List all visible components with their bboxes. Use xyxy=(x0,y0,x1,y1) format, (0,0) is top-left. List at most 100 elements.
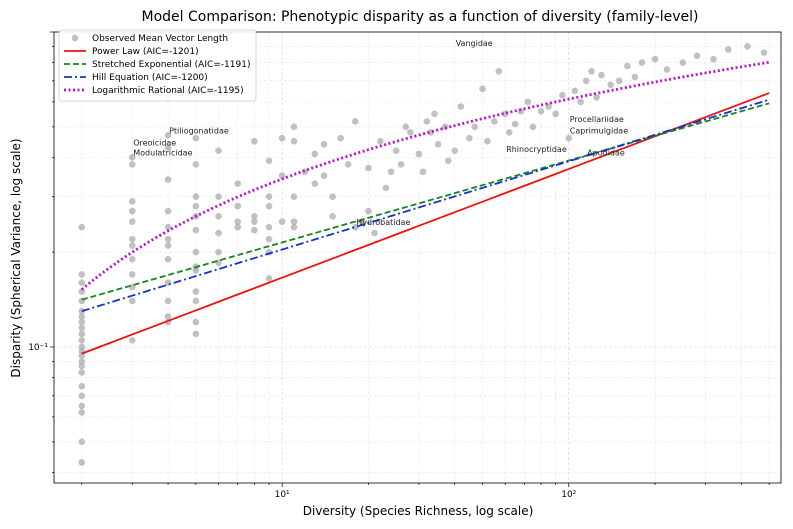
scatter-point xyxy=(78,279,86,286)
scatter-points xyxy=(78,43,768,466)
scatter-point xyxy=(760,49,768,56)
scatter-point xyxy=(311,180,319,187)
scatter-point xyxy=(128,271,136,278)
scatter-point xyxy=(402,123,410,131)
scatter-point xyxy=(128,255,136,263)
legend: Observed Mean Vector Length Power Law (AI… xyxy=(58,29,257,102)
scatter-point xyxy=(593,94,600,101)
scatter-point xyxy=(234,223,242,231)
scatter-point xyxy=(78,383,86,390)
scatter-point xyxy=(466,134,473,142)
scatter-point xyxy=(78,438,86,446)
annotation-label: Ptiliogonatidae xyxy=(169,126,229,135)
scatter-point xyxy=(215,147,222,154)
chart-title: Model Comparison: Phenotypic disparity a… xyxy=(142,9,699,25)
scatter-point xyxy=(192,248,200,256)
scatter-point xyxy=(78,223,86,231)
annotation-label: Caprimulgidae xyxy=(570,126,628,135)
scatter-point xyxy=(78,271,86,278)
scatter-point xyxy=(505,129,513,136)
x-tick-label: 10¹ xyxy=(275,490,290,500)
scatter-point xyxy=(192,161,200,168)
scatter-point xyxy=(419,168,427,176)
scatter-point xyxy=(78,409,86,416)
scatter-point xyxy=(78,330,86,338)
scatter-point xyxy=(582,77,590,85)
scatter-point xyxy=(320,172,328,179)
scatter-point xyxy=(265,157,273,165)
scatter-point xyxy=(278,218,286,225)
scatter-point xyxy=(251,218,258,225)
x-tick-label: 10² xyxy=(561,490,576,500)
scatter-point xyxy=(78,459,86,466)
legend-label-1: Stretched Exponential (AIC=-1191) xyxy=(92,60,250,70)
fit-curve-2 xyxy=(81,98,770,313)
scatter-point xyxy=(290,123,298,131)
scatter-point xyxy=(78,337,86,344)
scatter-point xyxy=(445,157,452,165)
scatter-point xyxy=(329,212,336,220)
scatter-point xyxy=(251,226,258,234)
scatter-point xyxy=(164,223,172,231)
scatter-point xyxy=(407,129,414,136)
fit-curve-3 xyxy=(80,60,770,291)
scatter-point xyxy=(471,123,479,131)
scatter-point xyxy=(78,358,86,365)
y-axis-label: Disparity (Spherical Variance, log scale… xyxy=(9,138,23,377)
scatter-point xyxy=(524,98,532,106)
scatter-point xyxy=(415,150,423,158)
scatter-point xyxy=(164,131,172,139)
scatter-point xyxy=(371,229,378,237)
scatter-point xyxy=(78,392,86,400)
scatter-point xyxy=(479,85,486,93)
scatter-point xyxy=(290,218,298,225)
scatter-point xyxy=(457,103,465,110)
scatter-point xyxy=(311,150,319,158)
scatter-point xyxy=(651,55,659,63)
scatter-point xyxy=(128,242,136,249)
scatter-point xyxy=(491,118,498,125)
scatter-point xyxy=(552,110,559,118)
scatter-point xyxy=(631,73,639,81)
scatter-point xyxy=(511,120,519,128)
scatter-point xyxy=(128,337,136,344)
annotation-label: Oreoicidae xyxy=(133,138,176,147)
scatter-point xyxy=(278,172,286,179)
scatter-point xyxy=(382,184,390,192)
scatter-point xyxy=(78,324,86,332)
scatter-point xyxy=(376,137,384,145)
scatter-point xyxy=(128,161,136,168)
scatter-point xyxy=(365,207,372,215)
scatter-point xyxy=(352,118,359,125)
scatter-point xyxy=(251,137,258,145)
scatter-point xyxy=(571,87,579,95)
scatter-point xyxy=(431,110,438,118)
scatter-point xyxy=(215,229,222,237)
annotation-label: Rhinocryptidae xyxy=(506,145,567,154)
scatter-point xyxy=(693,52,701,60)
scatter-point xyxy=(559,91,566,99)
scatter-point xyxy=(434,141,442,148)
scatter-point xyxy=(320,141,328,148)
scatter-point xyxy=(164,255,172,263)
scatter-point xyxy=(78,318,86,326)
scatter-point xyxy=(588,68,595,75)
scatter-point xyxy=(215,248,222,256)
scatter-point xyxy=(128,198,136,205)
scatter-point xyxy=(128,218,136,225)
scatter-point xyxy=(128,297,136,305)
scatter-point xyxy=(615,77,623,85)
scatter-point xyxy=(265,275,273,282)
scatter-point xyxy=(251,212,258,220)
scatter-point xyxy=(164,235,172,243)
scatter-point xyxy=(577,98,584,106)
scatter-point xyxy=(164,313,172,320)
annotation-label: Hydrobatidae xyxy=(356,218,410,227)
scatter-point xyxy=(744,43,751,50)
scatter-point xyxy=(192,267,200,274)
fit-curve-1 xyxy=(81,102,770,301)
legend-label-3: Logarithmic Rational (AIC=-1195) xyxy=(92,86,244,96)
scatter-point xyxy=(290,223,298,231)
annotation-label: Procellariidae xyxy=(570,115,624,124)
scatter-point xyxy=(710,55,717,63)
